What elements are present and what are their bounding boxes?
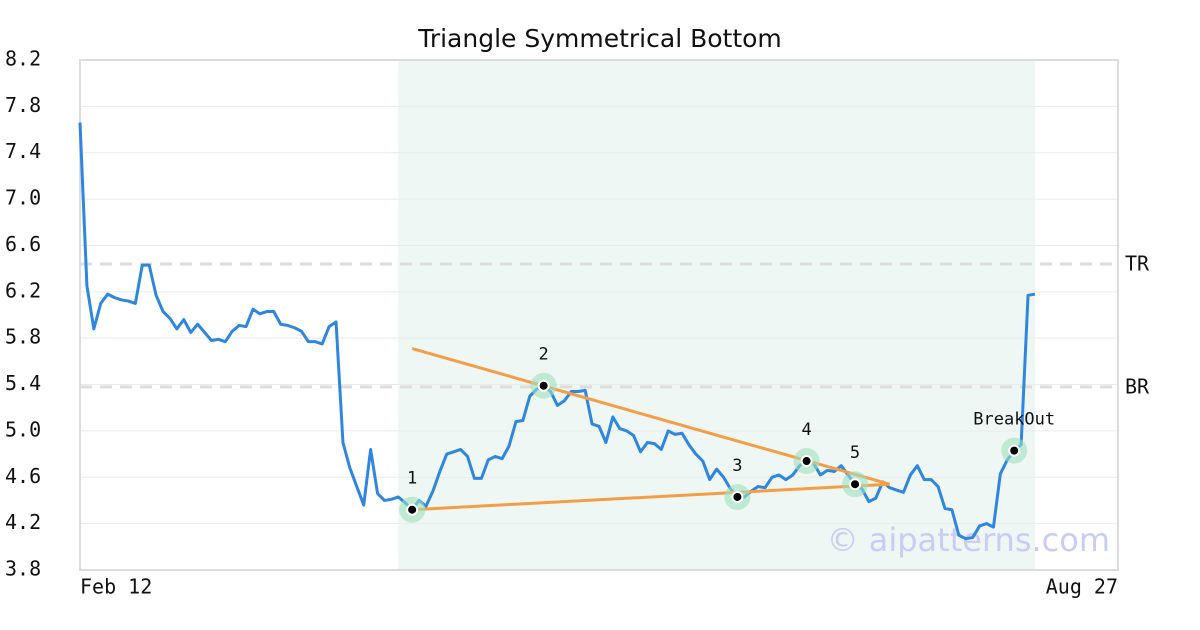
point-label: BreakOut: [973, 410, 1055, 430]
point-label: 2: [539, 345, 549, 365]
trend-line: [412, 482, 890, 512]
level-label: BR: [1125, 374, 1150, 398]
point-label: 1: [407, 469, 417, 489]
x-tick-label: Aug 27: [1046, 575, 1118, 599]
pattern-point: [406, 503, 419, 516]
point-label: 5: [850, 443, 860, 463]
price-line: [78, 122, 1036, 541]
pattern-point: [731, 490, 744, 503]
y-tick-label: 4.6: [5, 464, 41, 488]
chart-title: Triangle Symmetrical Bottom: [417, 24, 782, 53]
y-tick-label: 6.2: [5, 278, 41, 302]
point-label: 3: [732, 456, 742, 476]
y-tick-label: 5.4: [5, 371, 41, 395]
watermark: © aipatterns.com: [827, 521, 1110, 559]
y-tick-label: 8.2: [5, 47, 41, 71]
pattern-point: [1008, 444, 1021, 457]
y-tick-label: 3.8: [5, 557, 41, 581]
level-label: TR: [1125, 252, 1150, 276]
pattern-point: [537, 379, 550, 392]
y-tick-label: 5.0: [5, 417, 41, 441]
pattern-point: [800, 455, 813, 468]
pattern-region: [398, 60, 1035, 570]
x-tick-label: Feb 12: [80, 575, 152, 599]
pattern-point: [849, 478, 862, 491]
plot-frame: [79, 59, 1119, 571]
y-tick-label: 6.6: [5, 232, 41, 256]
point-label: 4: [801, 420, 811, 440]
y-tick-label: 7.0: [5, 186, 41, 210]
y-tick-label: 5.8: [5, 325, 41, 349]
y-tick-label: 4.2: [5, 510, 41, 534]
y-tick-label: 7.8: [5, 93, 41, 117]
y-tick-label: 7.4: [5, 139, 41, 163]
